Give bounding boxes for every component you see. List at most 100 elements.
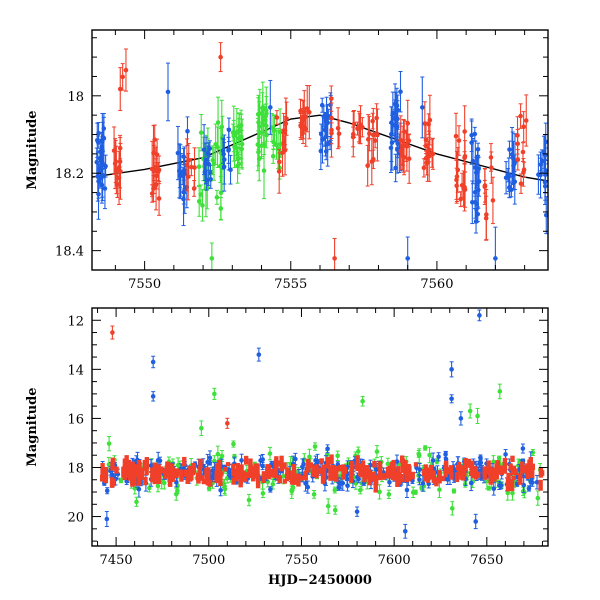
bottom-point-red <box>255 473 261 489</box>
model-curve <box>92 114 548 182</box>
bottom-point-green <box>510 490 515 496</box>
top-point-red <box>429 150 435 156</box>
bottom-point-red <box>365 465 370 472</box>
top-point-green <box>211 161 217 167</box>
bottom-point-green <box>106 462 112 467</box>
top-axes: 7550 7555 7560 18 18.2 18.4 <box>55 29 549 292</box>
bottom-point-red <box>410 471 415 480</box>
bottom-point-blue <box>258 458 263 463</box>
bottom-outlier-blue <box>104 516 110 522</box>
bottom-point-red <box>109 477 115 488</box>
bottom-point-red <box>201 478 207 485</box>
top-point-green <box>196 164 202 169</box>
top-point-red <box>462 129 467 134</box>
bottom-point-red <box>165 461 170 474</box>
top-point-red <box>351 121 357 127</box>
bottom-point-red <box>174 468 180 477</box>
bottom-point-blue <box>210 468 215 473</box>
bottom-point-red <box>396 466 401 473</box>
bottom-point-red <box>207 479 213 487</box>
bottom-point-red <box>199 475 205 481</box>
top-outlier-blue <box>165 89 171 95</box>
bottom-outlier-green <box>475 413 480 419</box>
top-point-red <box>329 127 334 133</box>
bottom-point-red <box>132 472 137 486</box>
bottom-point-green <box>215 451 221 457</box>
bottom-point-blue <box>478 455 483 460</box>
bottom-point-blue <box>293 456 298 462</box>
top-point-green <box>215 120 221 125</box>
top-point-red <box>304 106 310 111</box>
bottom-point-red <box>143 477 148 486</box>
bottom-point-red <box>440 475 445 482</box>
bottom-point-red <box>513 469 519 476</box>
bottom-point-red <box>277 475 282 484</box>
bottom-point-red <box>231 463 236 477</box>
bottom-point-blue <box>305 484 311 490</box>
bottom-point-green <box>385 461 391 467</box>
bottom-point-red <box>509 479 515 492</box>
bottom-point-red <box>225 462 231 467</box>
bottom-point-red <box>122 458 128 471</box>
top-point-red <box>274 115 280 120</box>
top-point-red <box>370 118 375 124</box>
top-point-blue <box>220 148 226 154</box>
bottom-point-green <box>491 459 496 465</box>
top-point-red <box>113 159 119 164</box>
top-panel: 7550 7555 7560 18 18.2 18.4 <box>55 29 549 292</box>
top-point-blue <box>509 152 515 157</box>
bottom-point-green <box>505 490 511 496</box>
bottom-point-red <box>235 463 241 479</box>
top-point-green <box>274 142 279 148</box>
bottom-point-blue <box>136 486 142 492</box>
top-point-blue <box>319 102 325 108</box>
bottom-point-green <box>427 452 432 458</box>
bottom-point-red <box>179 471 184 482</box>
bottom-point-red <box>282 462 287 470</box>
bottom-point-blue <box>300 464 305 470</box>
bottom-point-blue <box>315 459 320 464</box>
bottom-point-red <box>508 463 513 471</box>
bottom-point-green <box>416 451 422 457</box>
bottom-point-blue <box>520 446 526 451</box>
bottom-point-red <box>505 477 511 492</box>
bottom-point-green <box>147 485 152 491</box>
bottom-point-green <box>451 488 457 494</box>
bottom-point-red <box>329 454 334 465</box>
bottom-point-red <box>110 457 115 463</box>
bottom-point-green <box>530 450 536 455</box>
top-point-red <box>299 125 305 130</box>
bottom-point-red <box>156 468 162 484</box>
bottom-point-red <box>488 471 493 485</box>
top-ylabel: Magnitude <box>25 110 40 189</box>
bottom-point-red <box>121 466 126 478</box>
bottom-point-blue <box>443 457 449 462</box>
bottom-outlier-blue <box>256 352 262 357</box>
bottom-point-red <box>482 468 488 480</box>
bottom-point-blue <box>436 454 441 460</box>
bottom-point-red <box>502 457 508 474</box>
top-point-red <box>276 169 282 174</box>
bottom-point-green <box>232 454 237 459</box>
bottom-point-green <box>270 481 276 487</box>
bottom-xtick-label: 7500 <box>192 553 225 568</box>
bottom-point-red <box>130 461 135 471</box>
top-outlier-blue <box>405 256 410 261</box>
bottom-point-red <box>488 466 493 477</box>
bottom-point-red <box>454 472 460 483</box>
bottom-point-green <box>422 445 428 451</box>
top-outlier-blue <box>268 105 273 110</box>
bottom-xtick-label: 7450 <box>100 553 133 568</box>
bottom-point-green <box>173 491 179 497</box>
bottom-point-red <box>243 472 248 482</box>
bottom-point-red <box>100 463 105 478</box>
bottom-point-red <box>182 456 187 467</box>
bottom-point-red <box>530 465 535 478</box>
top-point-red <box>454 177 459 183</box>
bottom-point-red <box>463 458 468 471</box>
top-point-blue <box>509 187 514 193</box>
bottom-point-red <box>296 473 301 487</box>
bottom-point-blue <box>430 458 436 463</box>
bottom-point-red <box>144 457 150 470</box>
bottom-point-blue <box>205 459 210 465</box>
